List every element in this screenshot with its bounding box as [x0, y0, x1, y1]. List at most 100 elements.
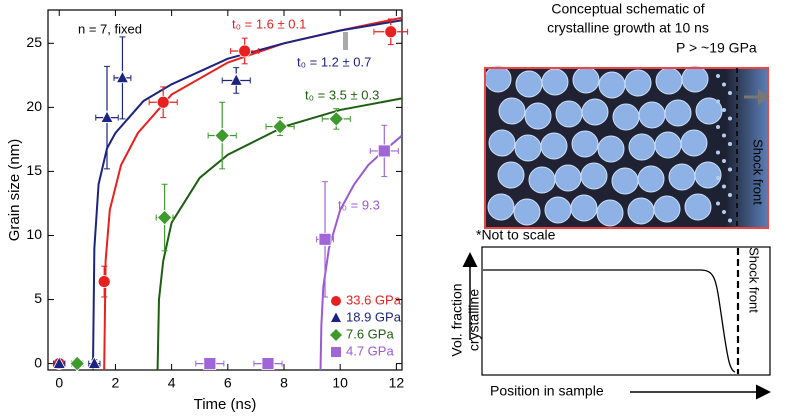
crystal — [555, 100, 583, 128]
nucleus — [728, 116, 732, 121]
note: *Not to scale — [476, 227, 556, 243]
crystal — [694, 161, 722, 189]
crystal — [570, 194, 598, 222]
marker — [261, 357, 275, 370]
crystal — [528, 166, 556, 194]
crystal — [664, 99, 692, 127]
crystal — [544, 196, 572, 224]
marker — [115, 70, 130, 84]
crystal — [628, 133, 656, 161]
crystal — [611, 167, 639, 195]
legend-marker — [330, 329, 342, 341]
nucleus — [716, 150, 720, 155]
crystal — [596, 199, 624, 227]
crystal — [571, 130, 599, 158]
nucleus — [722, 82, 726, 87]
legend-marker — [331, 296, 341, 306]
legend-marker — [331, 347, 341, 357]
legend-marker — [331, 312, 341, 322]
annotation: t₀ = 1.6 ± 0.1 — [232, 16, 306, 31]
crystal-frame — [484, 67, 769, 229]
crystal — [695, 97, 723, 125]
crystal — [581, 98, 609, 126]
y-axis-label: Grain size (nm) — [6, 139, 23, 242]
x-tick-label: 8 — [280, 375, 288, 391]
nucleus — [722, 108, 726, 112]
crystal — [684, 193, 712, 221]
annotation: t₀ = 9.3 — [338, 197, 380, 212]
marker — [156, 95, 170, 109]
pressure-label: P > ~19 GPa — [676, 40, 757, 56]
shock-label: Shock front — [747, 247, 762, 313]
shock-arrow-head — [758, 89, 770, 105]
y-tick-label: 5 — [34, 290, 42, 306]
nucleus — [722, 133, 726, 138]
nucleus — [716, 74, 720, 78]
crystal — [554, 164, 582, 192]
marker-gray — [343, 32, 348, 50]
crystal-image — [484, 65, 768, 228]
curves — [91, 16, 402, 370]
y-tick-label: 10 — [26, 226, 42, 242]
nucleus — [728, 167, 732, 172]
x-tick-label: 6 — [224, 375, 232, 391]
x-axis-label: Time (ns) — [194, 396, 257, 413]
legend-label: 7.6 GPa — [346, 326, 394, 341]
marker — [52, 356, 66, 369]
profile-frame — [481, 246, 771, 376]
crystal — [598, 71, 626, 99]
crystal — [637, 165, 665, 193]
crystal — [497, 161, 525, 189]
marker — [318, 232, 332, 246]
y-tick-label: 20 — [26, 98, 42, 114]
profile-xlabel: Position in sample — [490, 383, 604, 399]
crystal — [627, 197, 655, 225]
annotation: n = 7, fixed — [78, 21, 142, 36]
y-tick-label: 0 — [34, 354, 42, 370]
crystal — [524, 102, 552, 130]
crystal — [597, 135, 625, 163]
crystal — [653, 195, 681, 223]
legend-label: 4.7 GPa — [346, 343, 394, 358]
marker — [100, 110, 114, 123]
marker — [203, 357, 217, 370]
nucleus — [728, 218, 732, 223]
legend-label: 18.9 GPa — [346, 309, 402, 324]
marker — [384, 25, 398, 39]
nucleus — [728, 142, 732, 146]
crystal — [487, 193, 515, 221]
x-tick-label: 12 — [389, 375, 405, 391]
crystal — [572, 66, 600, 94]
crystal — [541, 68, 569, 96]
crystal — [612, 103, 640, 131]
profile-ylabel: crystalline — [466, 289, 482, 351]
crystal — [484, 65, 512, 93]
x-tick-label: 0 — [55, 375, 63, 391]
crystal — [680, 129, 708, 157]
crystal — [668, 163, 696, 191]
nucleus — [722, 159, 726, 163]
nucleus — [716, 201, 720, 206]
nucleus — [722, 210, 726, 214]
marker — [156, 209, 173, 226]
marker — [272, 118, 288, 135]
crystal — [540, 132, 568, 160]
marker — [97, 275, 111, 289]
marker — [377, 144, 391, 158]
crystal — [655, 67, 683, 95]
profile-curve — [483, 269, 736, 373]
crystal — [498, 97, 526, 125]
crystal — [514, 134, 542, 162]
crystal — [488, 129, 516, 157]
crystal — [681, 65, 709, 93]
legend-label: 33.6 GPa — [346, 292, 402, 307]
crystal — [638, 101, 666, 129]
crystal — [580, 162, 608, 190]
profile-ylabel: Vol. fraction — [449, 283, 465, 356]
y-tick-label: 25 — [26, 34, 42, 50]
fit-curve — [91, 19, 402, 370]
crystal — [624, 69, 652, 97]
schematic-title: Conceptual schematic of — [551, 1, 704, 17]
x-tick-label: 2 — [112, 375, 120, 391]
